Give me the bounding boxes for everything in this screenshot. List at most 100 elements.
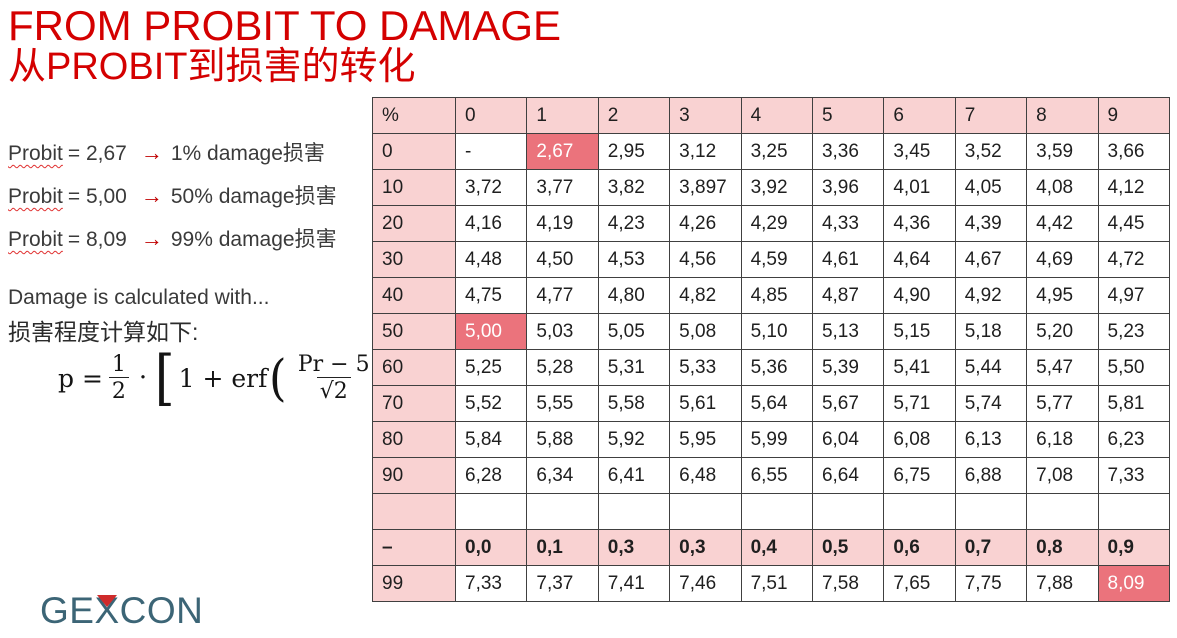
table-cell: 5,81 [1097,385,1171,422]
table-cell: 4,67 [954,241,1028,278]
table-row: 40 4,75 4,77 4,80 4,82 4,85 4,87 4,90 4,92 4,95 4,… [372,277,1171,314]
table-cell: 4,64 [883,241,956,278]
table-cell: 7,37 [526,565,599,602]
table-cell: 4,50 [526,241,599,278]
table-cell: 5,18 [954,313,1028,350]
table-cell: 0,9 [1097,529,1171,566]
table-cell: 5,64 [740,385,813,422]
table-cell: 6,23 [1097,421,1171,458]
table-cell: 4,92 [954,277,1028,314]
table-cell: 4,77 [526,277,599,314]
probit-note: Probit = 2,67 → 1% damage损害 [8,137,337,167]
table-cell: 4,75 [454,277,528,314]
table-cell: 5,61 [669,385,742,422]
table-cell: 3,25 [740,133,813,170]
table-cell: 5,52 [454,385,528,422]
highlighted-cell: 2,67 [526,133,599,170]
table-cell [1097,493,1171,530]
table-cell [740,493,813,530]
table-cell: 3,59 [1026,133,1099,170]
col-header: 3 [669,97,742,134]
col-header: 5 [811,97,885,134]
table-cell: 4,97 [1097,277,1171,314]
table-cell: 6,34 [526,457,599,494]
table-cell: 6,55 [740,457,813,494]
table-row: 30 4,48 4,50 4,53 4,56 4,59 4,61 4,64 4,67 4,69 4,… [372,241,1171,278]
probit-term: Probit [8,142,63,165]
table-cell: 5,23 [1097,313,1171,350]
logo-text: GE [40,590,95,631]
table-cell: 4,05 [954,169,1028,206]
col-header: 7 [954,97,1028,134]
gexcon-logo: GE X CON [40,590,203,632]
table-cell: 7,51 [740,565,813,602]
table-cell: 4,42 [1026,205,1099,242]
table-cell: 6,88 [954,457,1028,494]
table-cell: 5,71 [883,385,956,422]
row-header: 0 [372,133,456,170]
damage-label: 99% damage损害 [170,228,337,251]
table-cell [883,493,956,530]
table-cell: 0,3 [597,529,671,566]
table-cell: 5,50 [1097,349,1171,386]
col-header: 0 [454,97,528,134]
row-header: 50 [372,313,456,350]
table-cell: 4,85 [740,277,813,314]
table-cell: 0,8 [1026,529,1099,566]
table-cell: 6,04 [811,421,885,458]
table-cell: 6,41 [597,457,671,494]
table-cell: 5,88 [526,421,599,458]
table-cell: - [454,133,528,170]
probit-note: Probit = 8,09 → 99% damage损害 [8,223,337,253]
highlighted-cell: 5,00 [454,313,528,350]
table-cell: 0,5 [811,529,885,566]
table-cell: 4,08 [1026,169,1099,206]
table-cell: 4,48 [454,241,528,278]
row-header: 80 [372,421,456,458]
table-row: 0-2,67 2,95 3,12 3,25 3,36 3,45 3,52 3,59 3,66 [372,133,1171,170]
table-cell: 4,45 [1097,205,1171,242]
table-cell: 7,75 [954,565,1028,602]
col-header: 6 [883,97,956,134]
table-cell: 5,84 [454,421,528,458]
table-cell: 5,03 [526,313,599,350]
probit-value: = 8,09 [67,228,127,251]
table-row: 99 7,33 7,37 7,41 7,46 7,51 7,58 7,65 7,75 7,88 8,… [372,565,1171,602]
table-cell: 5,25 [454,349,528,386]
table-row: 70 5,52 5,55 5,58 5,61 5,64 5,67 5,71 5,74 5,77 5,… [372,385,1171,422]
table-cell: 7,08 [1026,457,1099,494]
table-cell [454,493,528,530]
col-header: 2 [597,97,671,134]
row-header: 10 [372,169,456,206]
table-cell: 4,61 [811,241,885,278]
table-cell: 6,08 [883,421,956,458]
left-paren: ( [269,348,287,407]
formula-lhs: p = [58,363,103,393]
damage-label: 1% damage损害 [170,142,325,165]
table-cell: 2,95 [597,133,671,170]
table-cell: 4,72 [1097,241,1171,278]
table-cell: 4,80 [597,277,671,314]
damage-label: 50% damage损害 [170,185,337,208]
table-cell [669,493,742,530]
table-cell: 4,23 [597,205,671,242]
table-cell: 6,64 [811,457,885,494]
probit-note: Probit = 5,00 → 50% damage损害 [8,180,337,210]
table-cell: 3,52 [954,133,1028,170]
table-cell: 3,897 [669,169,742,206]
table-row [372,493,1171,530]
probit-table: % 0 1 2 3 4 5 6 7 8 9 0-2,67 2,95 3,12 3,25 3,36 3,45 3,5… [372,97,1171,602]
table-cell: 5,44 [954,349,1028,386]
table-cell: 6,75 [883,457,956,494]
dot-operator: · [138,363,148,394]
table-cell: 4,16 [454,205,528,242]
table-cell: 0,0 [454,529,528,566]
table-cell: 3,36 [811,133,885,170]
table-cell: 0,4 [740,529,813,566]
table-cell: 4,95 [1026,277,1099,314]
table-cell: 0,6 [883,529,956,566]
table-cell: 4,56 [669,241,742,278]
probit-value: = 5,00 [67,185,127,208]
table-row: 20 4,16 4,19 4,23 4,26 4,29 4,33 4,36 4,39 4,42 4,… [372,205,1171,242]
